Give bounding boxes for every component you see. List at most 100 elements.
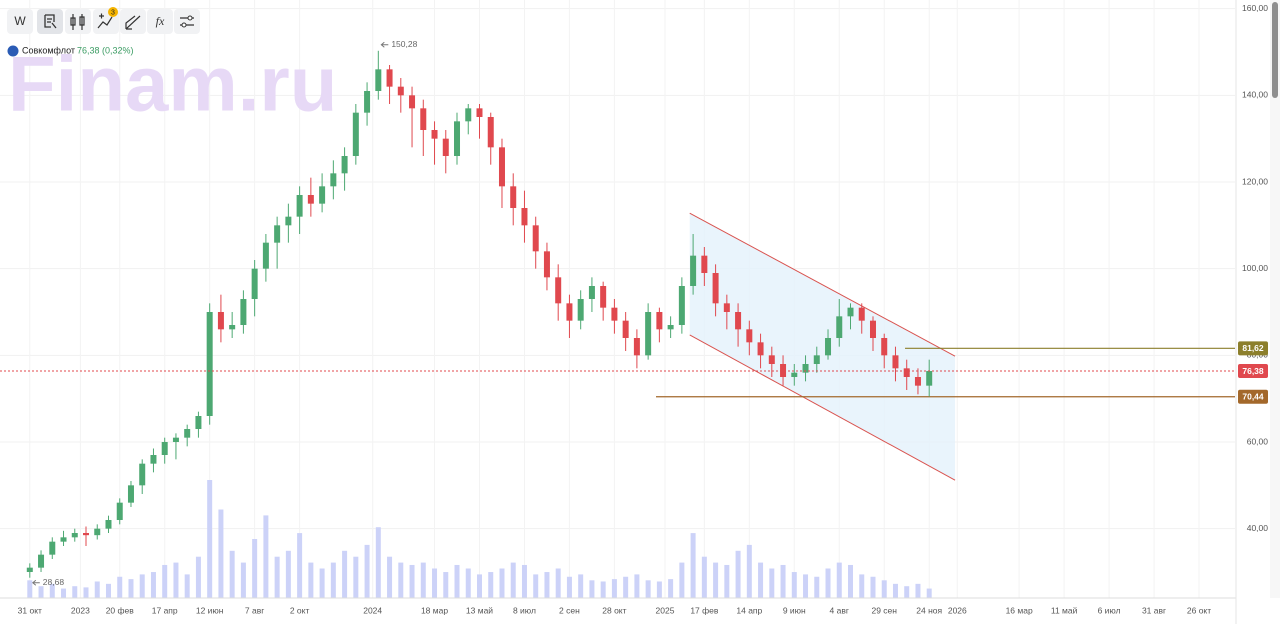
volume-bar xyxy=(150,572,156,598)
candle-body xyxy=(420,108,427,130)
candle-body xyxy=(251,268,258,299)
x-tick-label: 16 мар xyxy=(1006,605,1033,615)
x-tick-label: 2 окт xyxy=(290,605,310,615)
candle-body xyxy=(723,303,730,312)
volume-bar xyxy=(836,562,842,598)
candle-body xyxy=(903,368,910,377)
candle-body xyxy=(319,186,326,204)
candle-body xyxy=(577,299,584,321)
channel-line xyxy=(689,334,956,481)
channel-line xyxy=(689,212,956,357)
candle-body xyxy=(49,541,56,555)
badge xyxy=(108,7,118,17)
volume-bar xyxy=(803,574,809,598)
candle-body xyxy=(858,307,865,321)
volume-bar xyxy=(915,583,921,598)
candle-body xyxy=(454,121,461,156)
annotation-label: 150,28 xyxy=(391,39,417,49)
volume-bar xyxy=(724,564,730,598)
volume-bar xyxy=(252,539,258,598)
scrollbar-thumb[interactable] xyxy=(1272,2,1278,98)
interval-label: W xyxy=(14,14,26,28)
candle-body xyxy=(701,255,708,273)
current-price-label: 76,38 xyxy=(1242,366,1264,376)
candle-body xyxy=(240,299,247,325)
volume-bar xyxy=(578,574,584,598)
candle-body xyxy=(105,520,112,529)
candle-body xyxy=(656,312,663,330)
candle-body xyxy=(285,216,292,226)
candle-body xyxy=(127,485,134,503)
candle-body xyxy=(206,312,213,416)
volume-bar xyxy=(353,556,359,598)
volume-bar xyxy=(398,562,404,598)
functions-button[interactable] xyxy=(147,9,173,34)
volume-bar xyxy=(566,576,572,598)
volume-bar xyxy=(476,574,482,598)
y-tick-label: 60,00 xyxy=(1247,436,1269,446)
x-tick-label: 17 апр xyxy=(152,605,178,615)
volume-bar xyxy=(634,574,640,598)
candle-body xyxy=(375,69,382,91)
interval-button[interactable] xyxy=(7,9,33,34)
candle-body xyxy=(825,338,832,356)
candle-body xyxy=(498,147,505,187)
volume-bar xyxy=(240,562,246,598)
x-tick-label: 31 авг xyxy=(1142,605,1166,615)
candle-body xyxy=(262,242,269,269)
candle-body xyxy=(330,173,337,187)
candle-body xyxy=(735,312,742,330)
scrollbar[interactable] xyxy=(1270,0,1280,598)
volume-bar xyxy=(274,556,280,598)
volume-bar xyxy=(758,562,764,598)
plot-area xyxy=(0,0,1235,598)
volume-bar xyxy=(139,574,145,598)
candle-body xyxy=(847,307,854,317)
x-tick-label: 2024 xyxy=(363,605,382,615)
volume-bar xyxy=(409,564,415,598)
candle-body xyxy=(139,463,146,486)
volume-bar xyxy=(94,581,100,598)
volume-bar xyxy=(285,550,291,598)
candle-body xyxy=(83,533,90,536)
candle-body xyxy=(364,91,371,113)
candle-body xyxy=(600,286,607,308)
volume-bar xyxy=(645,580,651,598)
volume-bar xyxy=(848,564,854,598)
candle-body xyxy=(588,286,595,299)
candle-body xyxy=(881,338,888,356)
candle-icon xyxy=(70,14,85,30)
badge-count: 3 xyxy=(111,9,115,16)
x-tick-label: 2025 xyxy=(656,605,675,615)
y-tick-label: 100,00 xyxy=(1242,263,1268,273)
candle-body xyxy=(307,195,314,204)
volume-bar xyxy=(623,576,629,598)
candle-body xyxy=(296,195,303,217)
candle-body xyxy=(184,429,191,438)
volume-bar xyxy=(61,588,67,598)
candle-body xyxy=(802,364,809,373)
current-price-tag xyxy=(1238,364,1268,379)
ticker-price: 76,38 xyxy=(77,45,100,55)
volume-bar xyxy=(735,550,741,598)
candle-body xyxy=(836,316,843,338)
volume-bar xyxy=(27,580,33,598)
candle-body xyxy=(94,528,101,536)
functions-label: fx xyxy=(156,14,165,28)
chart-type-button[interactable] xyxy=(65,9,91,34)
candle-body xyxy=(622,320,629,338)
level-tag xyxy=(1238,389,1268,404)
ticker-name: Совкомфлот xyxy=(22,45,75,55)
y-tick-label: 40,00 xyxy=(1247,523,1269,533)
volume-bar xyxy=(162,564,168,598)
x-tick-label: 14 апр xyxy=(736,605,762,615)
drawing-button[interactable] xyxy=(120,9,146,34)
x-tick-label: 26 окт xyxy=(1187,605,1211,615)
volume-bar xyxy=(319,568,325,598)
options-button[interactable] xyxy=(174,9,200,34)
volume-bar xyxy=(330,562,336,598)
volume-bar xyxy=(364,544,370,598)
volume-bar xyxy=(465,568,471,598)
volume-bar xyxy=(870,576,876,598)
